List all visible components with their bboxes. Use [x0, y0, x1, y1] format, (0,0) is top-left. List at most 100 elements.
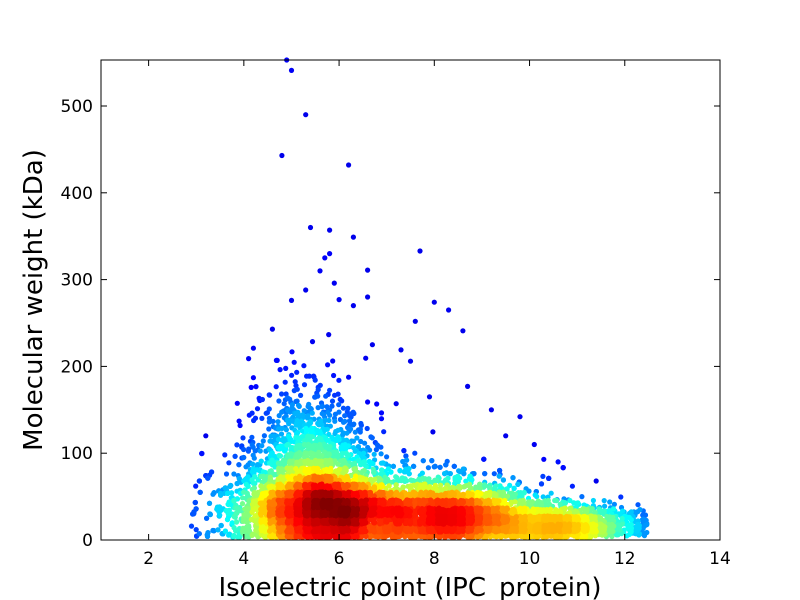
data-point [248, 384, 254, 390]
data-point [517, 414, 523, 420]
data-point [259, 396, 265, 403]
data-point [231, 471, 237, 477]
data-point [545, 497, 551, 504]
data-point [250, 461, 256, 467]
data-point [326, 332, 332, 338]
data-point [429, 458, 435, 464]
data-point [378, 416, 385, 422]
data-point [347, 418, 353, 424]
data-point [363, 355, 369, 361]
data-point [640, 525, 646, 532]
data-point [309, 410, 315, 416]
data-point [225, 490, 231, 496]
data-point [314, 465, 320, 471]
data-points [188, 57, 650, 541]
data-point [241, 489, 247, 495]
data-point [567, 497, 573, 504]
data-point [511, 485, 517, 491]
data-point [457, 469, 463, 475]
data-point [431, 299, 437, 305]
data-point [197, 489, 203, 495]
data-point [573, 500, 579, 506]
data-point [251, 455, 257, 461]
data-point [488, 407, 494, 413]
data-point [393, 482, 399, 488]
data-point [266, 426, 272, 432]
data-point [618, 494, 624, 500]
data-point [299, 412, 305, 419]
data-point [402, 469, 408, 475]
data-point [301, 382, 308, 388]
data-point [379, 467, 385, 473]
data-point [378, 451, 384, 457]
data-point [350, 438, 356, 444]
data-point [315, 387, 321, 393]
data-point [610, 523, 616, 529]
data-point [204, 515, 210, 521]
data-point [378, 471, 384, 477]
data-point [548, 490, 554, 496]
data-point [644, 522, 650, 528]
data-point [323, 393, 329, 399]
data-point [207, 511, 213, 517]
data-point [486, 492, 492, 498]
data-point [282, 379, 288, 385]
data-point [308, 459, 314, 465]
data-point [352, 466, 359, 472]
data-point [279, 391, 285, 397]
data-point [331, 372, 337, 379]
data-point [352, 448, 358, 454]
data-point [521, 490, 527, 496]
data-point [315, 428, 321, 434]
data-point [624, 514, 630, 520]
data-point [233, 519, 240, 525]
data-point [634, 528, 640, 534]
data-point [288, 475, 294, 481]
data-point [373, 447, 379, 453]
data-point [324, 404, 330, 410]
data-point [335, 427, 341, 433]
data-point [218, 492, 224, 498]
data-point [325, 362, 331, 368]
data-point [422, 482, 428, 488]
data-point [193, 527, 199, 533]
data-point [510, 475, 516, 481]
data-point [412, 450, 418, 456]
data-point [340, 405, 346, 411]
data-point [223, 471, 230, 477]
data-point [345, 405, 351, 411]
data-point [297, 436, 303, 443]
data-point [249, 442, 255, 448]
data-point [258, 458, 264, 464]
data-point [192, 499, 198, 506]
data-point [397, 468, 403, 474]
data-point [261, 433, 267, 439]
data-point [260, 469, 266, 475]
data-point [378, 444, 384, 450]
data-point [601, 498, 607, 504]
data-point [298, 418, 304, 424]
data-point [288, 297, 295, 303]
data-point [292, 379, 298, 385]
data-point [336, 377, 342, 383]
data-point [269, 438, 275, 445]
data-point [279, 409, 285, 415]
data-point [289, 405, 295, 411]
data-point [250, 345, 256, 351]
data-point [250, 375, 256, 381]
data-point [500, 477, 506, 483]
data-point [531, 441, 537, 448]
data-point [283, 413, 289, 419]
data-point [222, 485, 228, 491]
data-point [237, 422, 243, 429]
data-point [276, 453, 283, 459]
data-point [316, 449, 322, 455]
data-point [291, 388, 297, 394]
data-point [342, 442, 348, 448]
data-point [315, 405, 321, 411]
data-point [336, 402, 342, 408]
data-point [370, 466, 376, 472]
data-point [481, 456, 487, 462]
data-point [210, 527, 216, 534]
data-point [282, 447, 288, 453]
